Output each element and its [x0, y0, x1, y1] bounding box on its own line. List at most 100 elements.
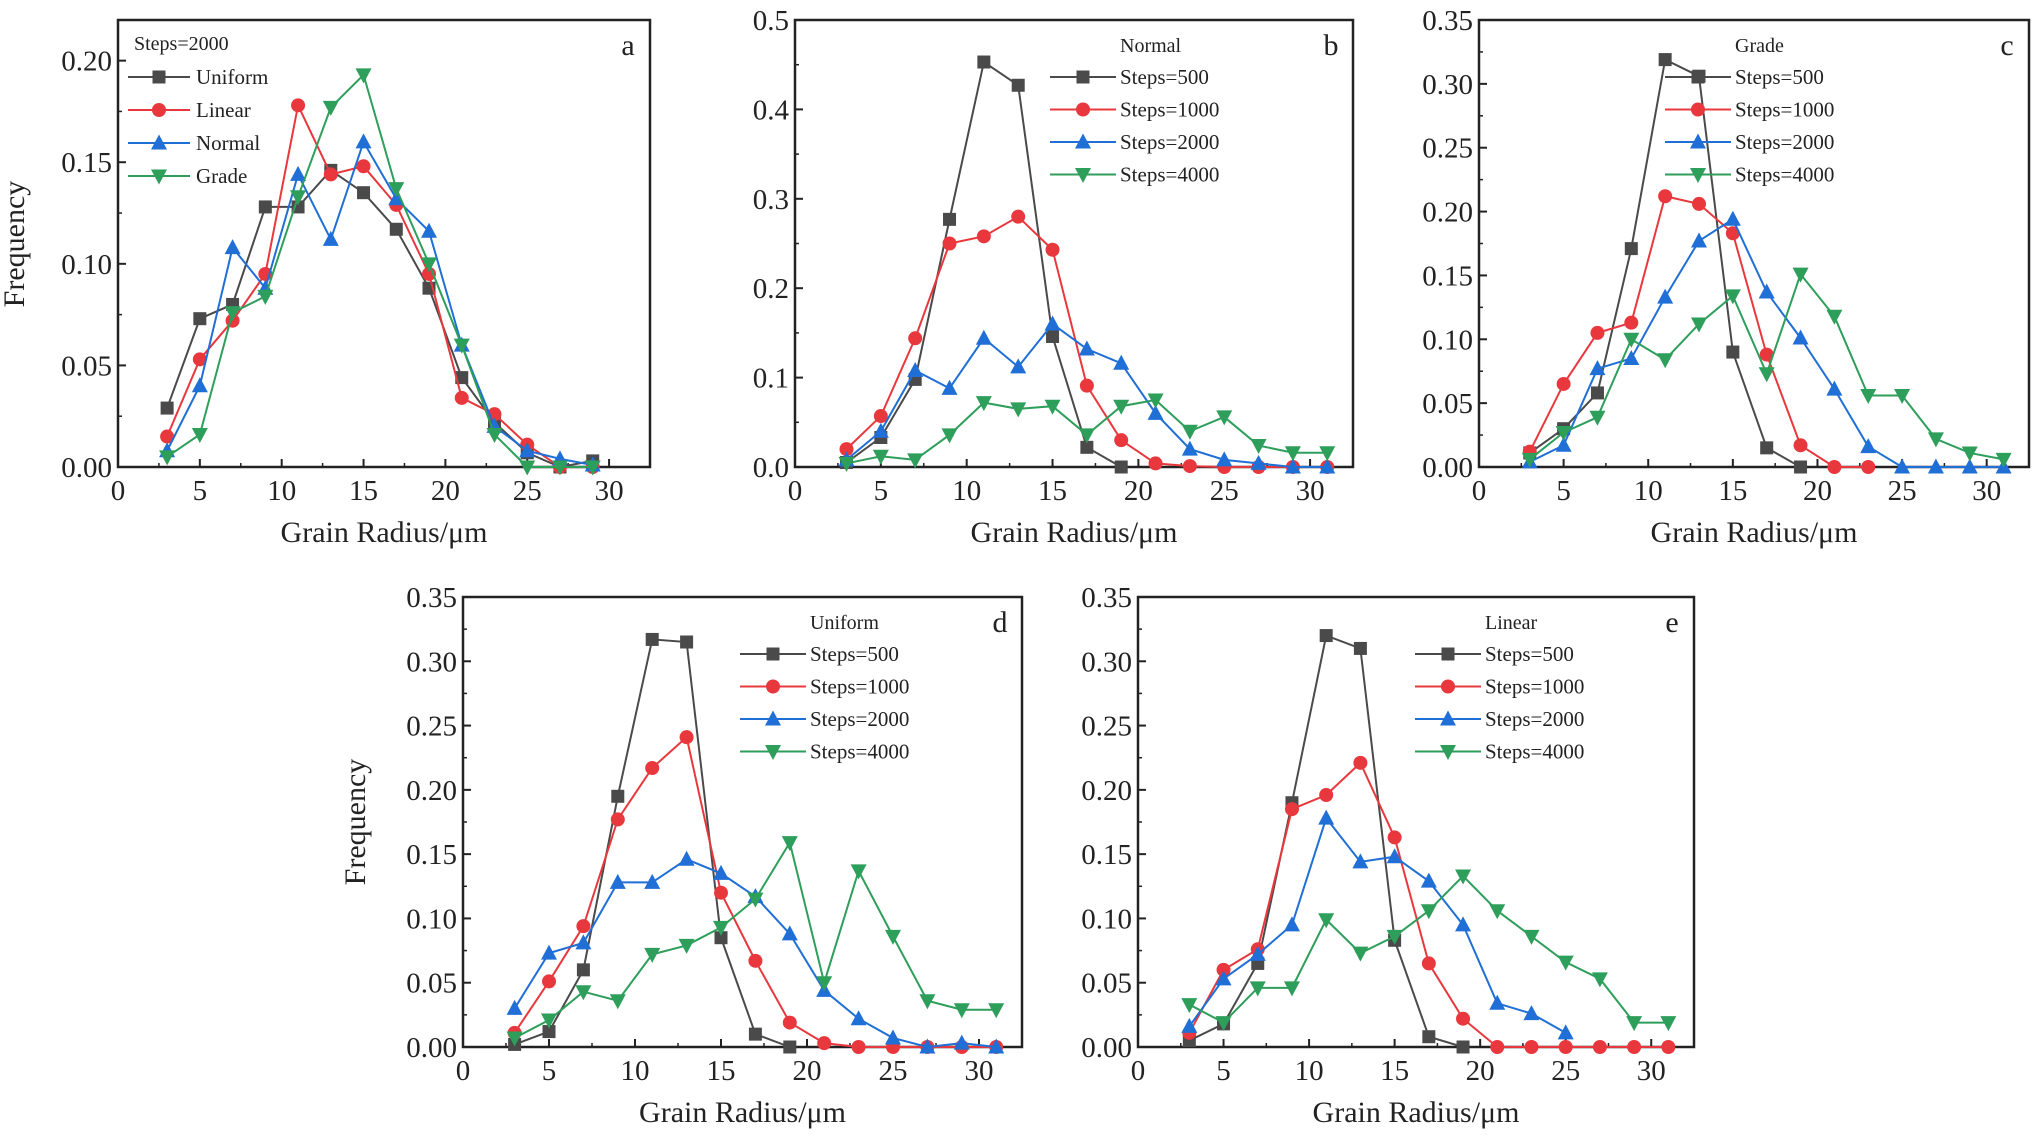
y-tick-label: 0.35 [1422, 5, 1473, 37]
data-point [1011, 209, 1026, 224]
data-point [1353, 641, 1367, 655]
data-point [1456, 1011, 1471, 1026]
data-point [1249, 981, 1266, 997]
legend: Normal Steps=500 Steps=1000 Steps=2000 Steps… [1050, 35, 1219, 187]
data-point [322, 100, 339, 116]
y-tick-label: 0.25 [1081, 711, 1132, 743]
data-point [551, 460, 568, 476]
data-point [191, 377, 208, 393]
data-point [1589, 410, 1606, 426]
x-tick-label: 0 [456, 1055, 471, 1087]
data-point [1793, 438, 1808, 453]
data-point [644, 947, 661, 963]
data-point [1626, 1016, 1643, 1032]
data-point [851, 1040, 866, 1054]
data-point [713, 920, 729, 936]
data-point [323, 167, 338, 182]
legend-label: Steps=1000 [1485, 675, 1584, 699]
y-tick-label: 0.3 [753, 184, 789, 216]
data-point [575, 985, 592, 1001]
data-point [1489, 994, 1506, 1010]
series-line [514, 839, 997, 1039]
data-point [1078, 340, 1095, 356]
plot-frame [116, 18, 652, 469]
y-tick-label: 0.15 [406, 839, 457, 871]
data-point [576, 963, 590, 977]
data-point [1927, 432, 1944, 448]
legend-marker [766, 679, 780, 694]
legend-marker [1441, 679, 1455, 694]
data-point [885, 929, 901, 945]
data-point [1215, 1016, 1232, 1032]
legend-label: Steps=2000 [1485, 707, 1584, 731]
x-axis-title: Grain Radius/μm [639, 1096, 846, 1129]
data-point [988, 1038, 1005, 1054]
x-tick-label: 30 [1296, 475, 1325, 507]
legend-marker [1076, 102, 1090, 117]
y-tick-label: 0.0 [753, 452, 789, 484]
data-point [611, 789, 625, 803]
x-tick-label: 30 [1637, 1055, 1666, 1087]
data-point [1113, 399, 1130, 415]
data-point [714, 931, 728, 945]
legend-marker [1076, 70, 1090, 84]
y-tick-label: 0.10 [61, 249, 112, 281]
x-axis-title: Grain Radius/μm [281, 516, 488, 549]
data-point [1080, 440, 1094, 454]
data-point [1558, 1040, 1573, 1054]
legend-label: Steps=4000 [1120, 163, 1219, 187]
data-point [1521, 452, 1538, 468]
x-tick-label: 15 [1380, 1055, 1409, 1087]
data-point [781, 836, 798, 852]
data-point [1250, 454, 1267, 470]
series-steps-2000 [506, 850, 1005, 1054]
data-point [1283, 981, 1300, 997]
legend-marker [1440, 710, 1456, 726]
y-tick-label: 0.35 [1081, 582, 1132, 614]
data-point [1079, 378, 1094, 393]
data-point [584, 460, 601, 476]
legend-label: Steps=4000 [1485, 740, 1584, 764]
x-tick-label: 30 [1972, 475, 2001, 507]
legend-label: Steps=2000 [810, 707, 909, 731]
data-point [519, 460, 536, 476]
legend-label: Steps=2000 [1120, 130, 1219, 154]
data-point [1387, 830, 1402, 845]
y-tick-label: 0.20 [1081, 775, 1132, 807]
y-tick-label: 0.05 [1081, 968, 1132, 1000]
data-point [919, 1038, 936, 1054]
y-tick-label: 0.25 [1422, 133, 1473, 165]
x-tick-label: 0 [1131, 1055, 1146, 1087]
series-steps-1000 [839, 209, 1335, 474]
y-tick-label: 0.35 [406, 582, 457, 614]
data-point [1758, 367, 1775, 383]
data-point [1010, 402, 1027, 418]
data-point [575, 934, 592, 950]
x-tick-label: 15 [707, 1055, 736, 1087]
data-point [941, 379, 958, 395]
data-point [885, 1029, 901, 1045]
data-point [943, 212, 957, 226]
data-point [1826, 309, 1843, 325]
panel-letter: b [1324, 29, 1339, 62]
data-point [357, 186, 371, 200]
panel-b: 0 5 10 15 20 25 30 0.0 0.1 0.2 0.3 0.4 0.5 Grain Radi… [753, 5, 1355, 549]
x-tick-label: 5 [542, 1055, 557, 1087]
data-point [486, 427, 503, 443]
legend-marker [1441, 647, 1455, 661]
y-tick-label: 0.30 [1422, 69, 1473, 101]
legend-label: Steps=500 [1735, 65, 1824, 89]
data-point [1181, 440, 1198, 456]
legend-label: Steps=2000 [1735, 130, 1834, 154]
y-tick-label: 0.05 [61, 350, 112, 382]
data-point [1826, 380, 1843, 396]
data-point [1216, 962, 1231, 977]
y-tick-label: 0.25 [406, 711, 457, 743]
legend-label: Steps=1000 [1120, 98, 1219, 122]
data-point [191, 427, 208, 443]
x-tick-label: 5 [193, 475, 208, 507]
data-point [1557, 955, 1574, 971]
data-point [1215, 970, 1232, 986]
data-point [388, 190, 405, 206]
data-point [1961, 458, 1978, 474]
